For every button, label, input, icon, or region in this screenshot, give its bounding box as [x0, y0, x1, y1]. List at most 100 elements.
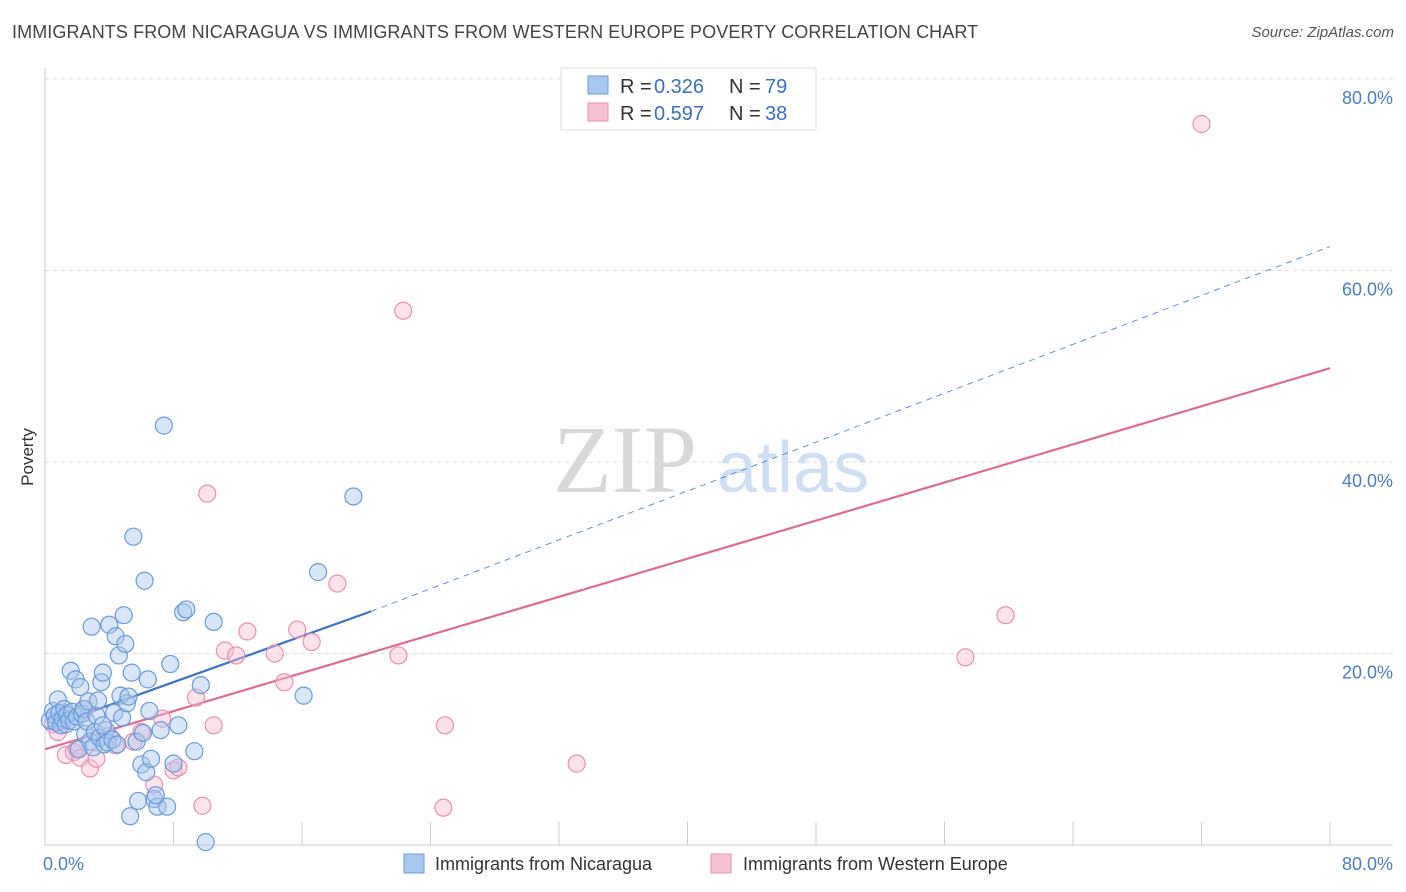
point-nicaragua-46 [117, 694, 137, 713]
stats-legend-swatch-pink [587, 102, 609, 122]
legend-label-western-europe: Immigrants from Western Europe [743, 854, 1008, 874]
point-nicaragua-65 [161, 654, 180, 674]
y-tick-label-3: 80.0% [1342, 88, 1393, 108]
point-nicaragua-47 [119, 687, 138, 706]
point-nicaragua-26 [84, 738, 103, 757]
point-nicaragua-43 [112, 708, 132, 727]
point-nicaragua-4 [48, 690, 67, 709]
point-western-europe-21 [198, 484, 217, 503]
point-western-europe-27 [275, 673, 294, 692]
x-axis-ticks: 0.0% 80.0% [43, 854, 1393, 874]
stats-n-label-pink: N = [729, 103, 761, 125]
point-nicaragua-23 [79, 692, 98, 711]
trend-line-western-europe [44, 367, 1331, 751]
source-label: Source: ZipAtlas.com [1251, 24, 1394, 41]
point-nicaragua-25 [82, 617, 101, 636]
point-nicaragua-49 [122, 663, 141, 682]
point-nicaragua-58 [140, 701, 159, 721]
point-western-europe-23 [215, 641, 234, 660]
point-nicaragua-64 [157, 797, 177, 816]
point-western-europe-34 [435, 716, 455, 735]
axes [44, 68, 1393, 846]
point-western-europe-22 [204, 716, 223, 735]
point-nicaragua-57 [138, 670, 157, 689]
point-nicaragua-29 [88, 691, 108, 710]
point-nicaragua-78 [93, 716, 112, 735]
point-western-europe-36 [996, 606, 1015, 625]
point-nicaragua-76 [344, 487, 363, 506]
point-nicaragua-63 [154, 416, 173, 435]
point-western-europe-20 [193, 796, 212, 815]
point-western-europe-33 [434, 798, 453, 817]
point-western-europe-37 [956, 648, 975, 667]
point-nicaragua-69 [177, 600, 196, 619]
point-nicaragua-67 [169, 716, 188, 735]
point-nicaragua-74 [294, 686, 313, 705]
point-nicaragua-48 [121, 807, 140, 826]
legend-swatch-western-europe [710, 853, 732, 874]
trend-line-nicaragua-extension [370, 246, 1331, 612]
point-nicaragua-36 [100, 615, 119, 634]
point-western-europe-31 [389, 646, 408, 665]
point-western-europe-25 [238, 622, 257, 641]
watermark-atlas: atlas [717, 428, 869, 508]
point-nicaragua-72 [196, 833, 215, 852]
point-nicaragua-40 [108, 735, 127, 754]
point-nicaragua-32 [93, 663, 112, 682]
legend-label-nicaragua: Immigrants from Nicaragua [435, 854, 653, 874]
point-nicaragua-52 [129, 791, 148, 811]
point-western-europe-28 [288, 620, 307, 639]
point-nicaragua-24 [80, 732, 100, 751]
point-western-europe-24 [227, 646, 246, 665]
stats-r-value-blue: 0.326 [654, 76, 704, 98]
watermark-zip: ZIP [553, 406, 697, 513]
point-western-europe-30 [328, 574, 347, 593]
nicaragua-points [40, 416, 363, 852]
y-axis-ticks: 20.0% 40.0% 60.0% 80.0% [1342, 88, 1393, 683]
x-tick-label-1: 80.0% [1342, 854, 1393, 874]
stats-legend: R = 0.326 N = 79 R = 0.597 N = 38 [560, 67, 817, 131]
y-tick-label-1: 40.0% [1342, 471, 1393, 491]
point-nicaragua-28 [87, 706, 106, 725]
point-nicaragua-73 [204, 612, 223, 632]
series-legend: Immigrants from Nicaragua Immigrants fro… [403, 853, 1008, 874]
point-nicaragua-12 [61, 661, 80, 680]
stats-legend-swatch-blue [587, 75, 609, 95]
point-western-europe-35 [567, 754, 586, 773]
point-western-europe-17 [164, 761, 183, 780]
point-nicaragua-71 [191, 675, 210, 695]
y-tick-label-2: 60.0% [1342, 280, 1393, 300]
stats-r-label-blue: R = [620, 76, 652, 98]
point-nicaragua-68 [174, 603, 193, 622]
stats-r-value-pink: 0.597 [654, 103, 704, 125]
stats-r-label-pink: R = [620, 103, 652, 125]
y-axis-label: Poverty [18, 428, 37, 486]
point-nicaragua-75 [308, 563, 328, 582]
point-western-europe-10 [87, 749, 106, 768]
stats-n-value-blue: 79 [765, 76, 787, 98]
point-nicaragua-50 [124, 527, 143, 546]
point-western-europe-26 [265, 644, 284, 663]
legend-swatch-nicaragua [403, 853, 425, 874]
y-tick-label-0: 20.0% [1342, 663, 1393, 683]
point-nicaragua-56 [137, 763, 156, 782]
point-nicaragua-66 [164, 754, 183, 773]
stats-n-label-blue: N = [729, 76, 761, 98]
grid [45, 78, 1393, 654]
point-nicaragua-39 [106, 627, 125, 646]
chart-title: IMMIGRANTS FROM NICARAGUA VS IMMIGRANTS … [12, 22, 979, 42]
point-nicaragua-41 [109, 646, 128, 665]
point-nicaragua-62 [151, 720, 170, 740]
point-nicaragua-54 [133, 723, 153, 743]
point-nicaragua-70 [185, 742, 204, 761]
point-nicaragua-55 [135, 571, 154, 590]
point-nicaragua-59 [141, 749, 161, 768]
point-nicaragua-45 [116, 634, 135, 654]
point-western-europe-14 [132, 722, 151, 742]
x-tick-label-0: 0.0% [43, 854, 84, 874]
point-western-europe-32 [394, 301, 413, 320]
point-western-europe-38 [1192, 114, 1211, 134]
point-nicaragua-18 [71, 677, 90, 697]
point-western-europe-29 [302, 632, 321, 652]
